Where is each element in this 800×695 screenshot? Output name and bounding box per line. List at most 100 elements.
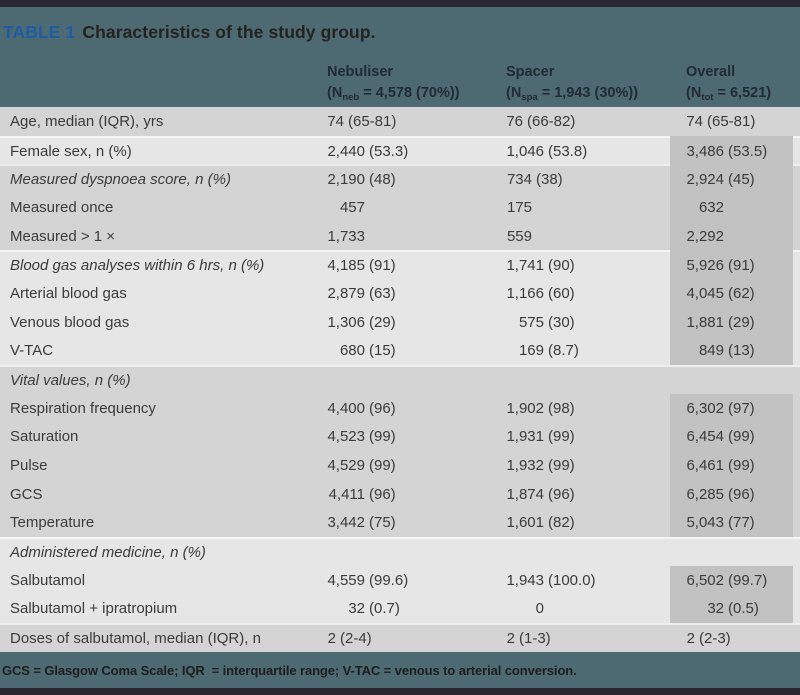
spacer-value: 1,931 (99) xyxy=(496,428,670,445)
table-header-band: TABLE 1 Characteristics of the study grou… xyxy=(0,7,800,107)
table-footnote-band: GCS = Glasgow Coma Scale; IQR = interqua… xyxy=(0,652,800,688)
nebuliser-value: 4,523 (99) xyxy=(317,428,496,445)
column-name: Spacer xyxy=(506,64,555,80)
cell-percent: (53.5) xyxy=(728,142,768,160)
cell-percent: (99.7) xyxy=(728,571,768,589)
cell-number: 76 xyxy=(506,112,523,130)
overall-value: 2,924 (45) xyxy=(670,171,793,188)
cell-number: 4,045 xyxy=(686,284,724,302)
overall-value: 6,285 (96) xyxy=(670,486,793,503)
cell-percent: (0.7) xyxy=(369,600,400,618)
table-row: Age, median (IQR), yrs 74 (65-81) 76 (66-82)… xyxy=(0,107,800,136)
spacer-value: 1,166 (60) xyxy=(496,285,670,302)
row-label: Age, median (IQR), yrs xyxy=(10,112,164,130)
cell-number: 2,879 xyxy=(327,284,365,302)
cell-percent: (77) xyxy=(728,514,755,532)
cell-number: 1,943 xyxy=(506,571,544,589)
cell-number: 2,190 xyxy=(327,171,365,189)
spacer-value: 169 (8.7) xyxy=(496,342,670,359)
cell-number: 5,926 xyxy=(686,257,724,275)
row-label: Respiration frequency xyxy=(10,399,156,417)
cell-percent: (15) xyxy=(369,342,396,360)
spacer-value: 2 (1-3) xyxy=(496,630,670,647)
cell-number: 6,502 xyxy=(686,571,724,589)
cell-number: 734 xyxy=(506,171,532,189)
cell-number: 4,529 xyxy=(327,456,365,474)
row-label: Pulse xyxy=(10,456,48,474)
cell-number: 32 xyxy=(348,600,365,618)
cell-number: 2 xyxy=(686,629,695,647)
cell-percent: (48) xyxy=(369,171,396,189)
cell-number: 6,302 xyxy=(686,399,724,417)
cell-percent: (99) xyxy=(369,428,396,446)
spacer-value: 1,874 (96) xyxy=(496,486,670,503)
nebuliser-value: 3,442 (75) xyxy=(317,514,496,531)
cell-percent: (96) xyxy=(369,399,396,417)
table-title: TABLE 1 Characteristics of the study grou… xyxy=(3,22,800,42)
cell-percent: (100.0) xyxy=(548,571,596,589)
overall-value: 6,502 (99.7) xyxy=(670,572,793,589)
cell-number: 575 xyxy=(518,313,544,331)
table-row: Saturation 4,523 (99) 1,931 (99) 6,454 (99) xyxy=(0,422,800,452)
cell-number: 4,559 xyxy=(327,571,365,589)
nebuliser-value: 2 (2-4) xyxy=(317,630,496,647)
cell-number: 0 xyxy=(535,600,544,618)
cell-number: 1,931 xyxy=(506,428,544,446)
cell-number: 2 xyxy=(327,629,336,647)
table-body: Age, median (IQR), yrs 74 (65-81) 76 (66-82)… xyxy=(0,107,800,652)
top-border-bar xyxy=(0,0,800,7)
cell-percent: (38) xyxy=(536,171,563,189)
nebuliser-value: 32 (0.7) xyxy=(317,600,496,617)
cell-number: 6,454 xyxy=(686,428,724,446)
table-row: Blood gas analyses within 6 hrs, n (%) 4,… xyxy=(0,250,800,280)
cell-percent: (53.3) xyxy=(369,142,409,160)
cell-percent: (99) xyxy=(728,428,755,446)
footnote-text: GCS = Glasgow Coma Scale; IQR = interqua… xyxy=(2,662,577,678)
table-row: Venous blood gas 1,306 (29) 575 (30) 1,881 (29… xyxy=(0,307,800,337)
spacer-value: 734 (38) xyxy=(496,171,670,188)
cell-percent: (2-3) xyxy=(699,629,731,647)
bottom-border-bar xyxy=(0,688,800,695)
table-row: Temperature 3,442 (75) 1,601 (82) 5,043 (77) xyxy=(0,508,800,538)
cell-number: 1,046 xyxy=(506,142,544,160)
table-row: Salbutamol 4,559 (99.6) 1,943 (100.0) 6,502 (9… xyxy=(0,565,800,595)
cell-percent: (96) xyxy=(728,485,755,503)
column-header-overall: Overall (Ntot = 6,521) xyxy=(670,62,793,108)
cell-percent: (62) xyxy=(728,284,755,302)
cell-number: 559 xyxy=(506,227,532,245)
cell-percent: (82) xyxy=(548,514,575,532)
cell-percent: (29) xyxy=(728,313,755,331)
nebuliser-value: 2,879 (63) xyxy=(317,285,496,302)
table-row: Salbutamol + ipratropium 32 (0.7) 0 32 (0.5) xyxy=(0,594,800,624)
cell-number: 1,306 xyxy=(327,313,365,331)
row-label: Doses of salbutamol, median (IQR), n xyxy=(10,629,261,647)
cell-number: 5,043 xyxy=(686,514,724,532)
cell-number: 4,523 xyxy=(327,428,365,446)
cell-number: 1,601 xyxy=(506,514,544,532)
cell-percent: (96) xyxy=(369,485,396,503)
cell-number: 1,874 xyxy=(506,485,544,503)
cell-percent: (91) xyxy=(369,257,396,275)
row-label: Saturation xyxy=(10,428,79,446)
cell-number: 169 xyxy=(518,342,544,360)
cell-number: 3,442 xyxy=(327,514,365,532)
cell-number: 6,285 xyxy=(686,485,724,503)
overall-value: 5,926 (91) xyxy=(670,257,793,274)
cell-percent: (99) xyxy=(548,456,575,474)
nebuliser-value: 4,400 (96) xyxy=(317,400,496,417)
table-row: Measured once 457 175 632 xyxy=(0,193,800,222)
column-header-nebuliser: Nebuliser (Nneb = 4,578 (70%)) xyxy=(317,62,496,108)
overall-value: 1,881 (29) xyxy=(670,314,793,331)
table-row: Respiration frequency 4,400 (96) 1,902 (98) 6… xyxy=(0,393,800,423)
cell-percent: (1-3) xyxy=(519,629,551,647)
table-row: Vital values, n (%) xyxy=(0,365,800,394)
table-row: V-TAC 680 (15) 169 (8.7) 849 (13) xyxy=(0,336,800,366)
overall-value: 849 (13) xyxy=(670,342,793,359)
cell-percent: (29) xyxy=(369,313,396,331)
cell-number: 2 xyxy=(506,629,515,647)
row-label: Vital values, n (%) xyxy=(10,371,131,389)
cell-percent: (97) xyxy=(728,399,755,417)
nebuliser-value: 680 (15) xyxy=(317,342,496,359)
overall-value: 2,292 xyxy=(670,228,793,245)
cell-percent: (99.6) xyxy=(369,571,409,589)
